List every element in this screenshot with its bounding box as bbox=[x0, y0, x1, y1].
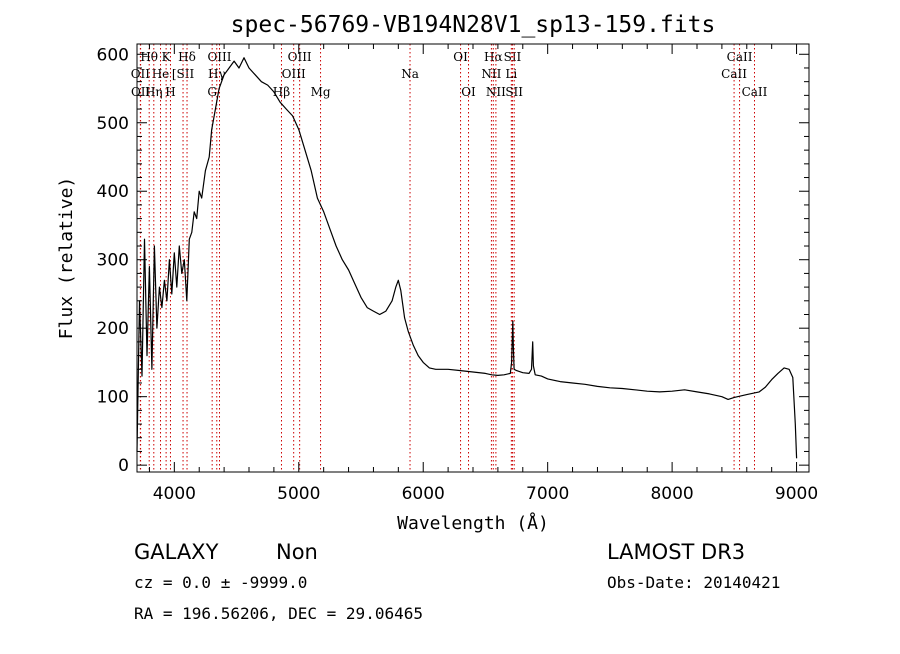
line-marker-label-26: CaII bbox=[721, 67, 747, 81]
chart-title: spec-56769-VB194N28V1_sp13-159.fits bbox=[231, 12, 716, 38]
series-layer bbox=[136, 57, 798, 459]
object-subclass: Non bbox=[276, 540, 318, 564]
x-tick-label-1: 5000 bbox=[277, 484, 320, 504]
line-marker-label-23: Li bbox=[505, 67, 517, 81]
line-marker-label-15: Mg bbox=[311, 85, 331, 99]
y-tick-label-5: 500 bbox=[97, 114, 129, 134]
y-tick-label-6: 600 bbox=[97, 45, 129, 65]
line-marker-label-6: H bbox=[165, 85, 175, 99]
x-tick-label-3: 7000 bbox=[526, 484, 569, 504]
line-marker-label-19: Hα bbox=[484, 50, 503, 64]
line-marker-label-11: G bbox=[207, 85, 217, 99]
line-marker-label-4: Hη bbox=[145, 85, 163, 99]
plot-frame bbox=[136, 43, 810, 473]
line-marker-label-18: OI bbox=[461, 85, 476, 99]
coordinates: RA = 196.56206, DEC = 29.06465 bbox=[134, 604, 423, 623]
line-marker-label-21: NII bbox=[486, 85, 506, 99]
y-axis-label: Flux (relative) bbox=[56, 177, 77, 340]
line-marker-label-13: OIII bbox=[288, 50, 312, 64]
y-tick-label-2: 200 bbox=[97, 319, 129, 339]
x-tick-label-2: 6000 bbox=[402, 484, 445, 504]
survey-name: LAMOST DR3 bbox=[607, 540, 745, 564]
line-marker-label-25: CaII bbox=[727, 50, 753, 64]
axis-ticks: 4000 5000 6000 7000 8000 9000 0 100 200 300 400 500… bbox=[97, 44, 818, 504]
x-tick-label-5: 9000 bbox=[775, 484, 818, 504]
line-marker-label-22: SII bbox=[504, 50, 522, 64]
line-marker-label-0: Hθ bbox=[140, 50, 158, 64]
line-marker-label-24: SII bbox=[505, 85, 523, 99]
line-marker-label-20: NII bbox=[481, 67, 501, 81]
line-marker-label-1: OII bbox=[131, 67, 151, 81]
x-tick-label-4: 8000 bbox=[650, 484, 693, 504]
line-marker-label-27: CaII bbox=[742, 85, 768, 99]
series-line-0 bbox=[136, 57, 798, 459]
line-marker-label-7: [SII bbox=[172, 67, 195, 81]
y-tick-label-1: 100 bbox=[97, 388, 129, 408]
line-marker-label-14: OIII bbox=[282, 67, 306, 81]
y-tick-label-0: 0 bbox=[118, 456, 129, 476]
obs-date: Obs-Date: 20140421 bbox=[607, 573, 780, 592]
line-marker-label-16: Na bbox=[401, 67, 419, 81]
line-marker-label-5: K bbox=[162, 50, 172, 64]
line-marker-label-8: Hδ bbox=[178, 50, 196, 64]
x-axis-label: Wavelength (Å) bbox=[397, 512, 549, 534]
y-tick-label-3: 300 bbox=[97, 251, 129, 271]
line-marker-label-9: OIII bbox=[207, 50, 231, 64]
x-tick-label-0: 4000 bbox=[153, 484, 196, 504]
line-marker-label-17: OI bbox=[453, 50, 468, 64]
line-marker-label-12: Hβ bbox=[273, 85, 290, 99]
line-marker-label-3: He bbox=[152, 67, 170, 81]
line-marker-label-2: OII bbox=[131, 85, 151, 99]
object-class: GALAXY bbox=[134, 540, 219, 564]
redshift-info: cz = 0.0 ± -9999.0 bbox=[134, 573, 307, 592]
y-tick-label-4: 400 bbox=[97, 182, 129, 202]
